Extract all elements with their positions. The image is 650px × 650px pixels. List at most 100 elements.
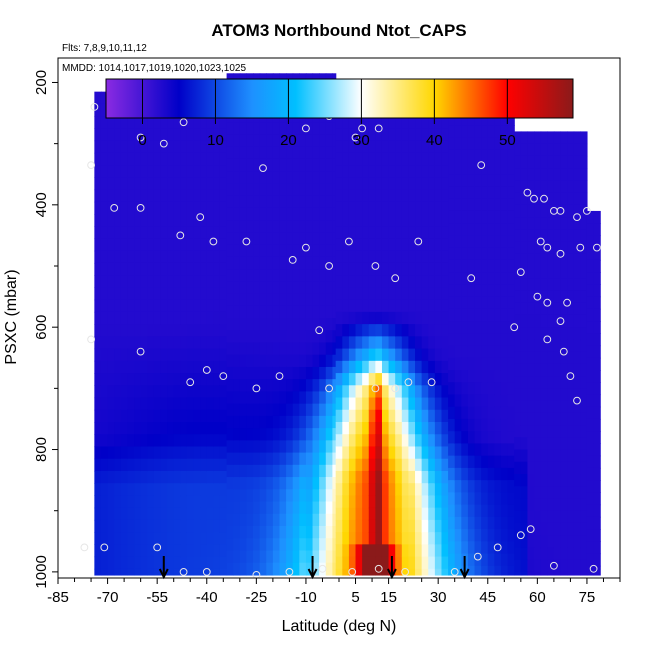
heatmap-cell: [319, 354, 327, 368]
y-tick-label: 1000: [33, 555, 50, 588]
heatmap-cell: [286, 146, 294, 160]
heatmap-cell: [342, 250, 350, 264]
heatmap-cell: [335, 556, 343, 570]
heatmap-cell: [332, 562, 337, 576]
heatmap-cell: [362, 483, 370, 497]
heatmap-cell: [266, 171, 274, 185]
sample-point: [345, 237, 353, 246]
heatmap-cell: [355, 140, 363, 154]
heatmap-cell: [239, 538, 248, 552]
sample-point: [219, 372, 228, 381]
heatmap-cell: [173, 275, 181, 289]
heatmap-cell: [395, 397, 403, 411]
heatmap-cell: [441, 373, 449, 386]
x-tick-label: 30: [430, 589, 447, 606]
heatmap-cell: [305, 183, 314, 197]
heatmap-cell: [573, 192, 581, 206]
heatmap-cell: [527, 131, 535, 145]
heatmap-cell: [415, 373, 423, 386]
heatmap-cell: [239, 501, 248, 515]
heatmap-cell: [520, 461, 529, 475]
heatmap-cell: [193, 409, 201, 423]
heatmap-cell: [395, 556, 403, 570]
colorbar-ticks: 0 10 20 30 40 50: [138, 79, 516, 149]
heatmap-cell: [120, 152, 129, 166]
heatmap-cell: [259, 538, 267, 552]
heatmap-cell: [246, 526, 254, 539]
heatmap-cell: [173, 189, 181, 203]
heatmap-cell: [332, 269, 337, 282]
heatmap-cell: [100, 275, 109, 289]
heatmap-cell: [114, 483, 122, 497]
heatmap-cell: [127, 544, 135, 558]
heatmap-cell: [586, 333, 595, 347]
heatmap-cell: [120, 397, 129, 411]
heatmap-cell: [428, 226, 436, 240]
heatmap-cell: [120, 556, 129, 570]
heatmap-cell: [299, 158, 307, 172]
heatmap-cell: [167, 495, 175, 509]
heatmap-cell: [312, 477, 320, 490]
heatmap-cell: [454, 406, 462, 420]
heatmap-cell: [127, 397, 135, 411]
heatmap-cell: [355, 128, 363, 142]
heatmap-cell: [107, 140, 115, 154]
heatmap-cell: [474, 480, 482, 493]
heatmap-cell: [272, 526, 281, 539]
heatmap-cell: [395, 434, 403, 448]
heatmap-cell: [266, 220, 274, 233]
heatmap-cell: [520, 155, 529, 169]
heatmap-cell: [292, 122, 300, 136]
heatmap-cell: [494, 296, 502, 310]
heatmap-cell: [514, 229, 522, 243]
heatmap-cell: [325, 232, 333, 246]
x-tick-label: 15: [380, 589, 397, 606]
heatmap-cell: [94, 275, 102, 289]
heatmap-cell: [428, 568, 436, 576]
heatmap-cell: [408, 532, 416, 545]
x-tick-label: -40: [196, 589, 218, 606]
heatmap-cell: [388, 116, 396, 129]
heatmap-cell: [147, 434, 155, 448]
heatmap-cell: [342, 434, 350, 448]
heatmap-cell: [573, 412, 581, 426]
heatmap-cell: [500, 284, 509, 298]
heatmap-cell: [325, 171, 333, 185]
heatmap-cell: [246, 330, 254, 344]
heatmap-cell: [299, 195, 307, 209]
heatmap-cell: [127, 360, 135, 374]
heatmap-cell: [560, 363, 568, 377]
heatmap-cell: [319, 562, 327, 576]
heatmap-cell: [94, 458, 102, 472]
heatmap-cell: [279, 477, 287, 490]
heatmap-cell: [305, 391, 314, 405]
heatmap-cell: [434, 483, 443, 497]
heatmap-cell: [332, 158, 337, 172]
heatmap-cell: [500, 247, 509, 261]
heatmap-cell: [279, 464, 287, 478]
heatmap-cell: [467, 565, 476, 576]
heatmap-cell: [173, 470, 181, 484]
heatmap-cell: [527, 437, 535, 451]
heatmap-cell: [540, 547, 548, 561]
heatmap-cell: [448, 125, 456, 139]
heatmap-cell: [534, 486, 542, 500]
heatmap-cell: [527, 143, 535, 157]
heatmap-cell: [332, 207, 337, 221]
heatmap-cell: [348, 262, 357, 276]
heatmap-cell: [547, 425, 555, 438]
heatmap-cell: [474, 541, 482, 555]
heatmap-cell: [335, 238, 343, 252]
heatmap-cell: [355, 470, 363, 484]
heatmap-cell: [573, 363, 581, 377]
heatmap-cell: [253, 195, 261, 209]
heatmap-cell: [593, 480, 601, 493]
heatmap-cell: [200, 214, 208, 227]
heatmap-cell: [395, 458, 403, 472]
heatmap-cell: [127, 409, 135, 423]
heatmap-cell: [586, 516, 595, 530]
heatmap-cell: [279, 244, 287, 258]
heatmap-cell: [167, 360, 175, 374]
heatmap-cell: [421, 299, 429, 313]
